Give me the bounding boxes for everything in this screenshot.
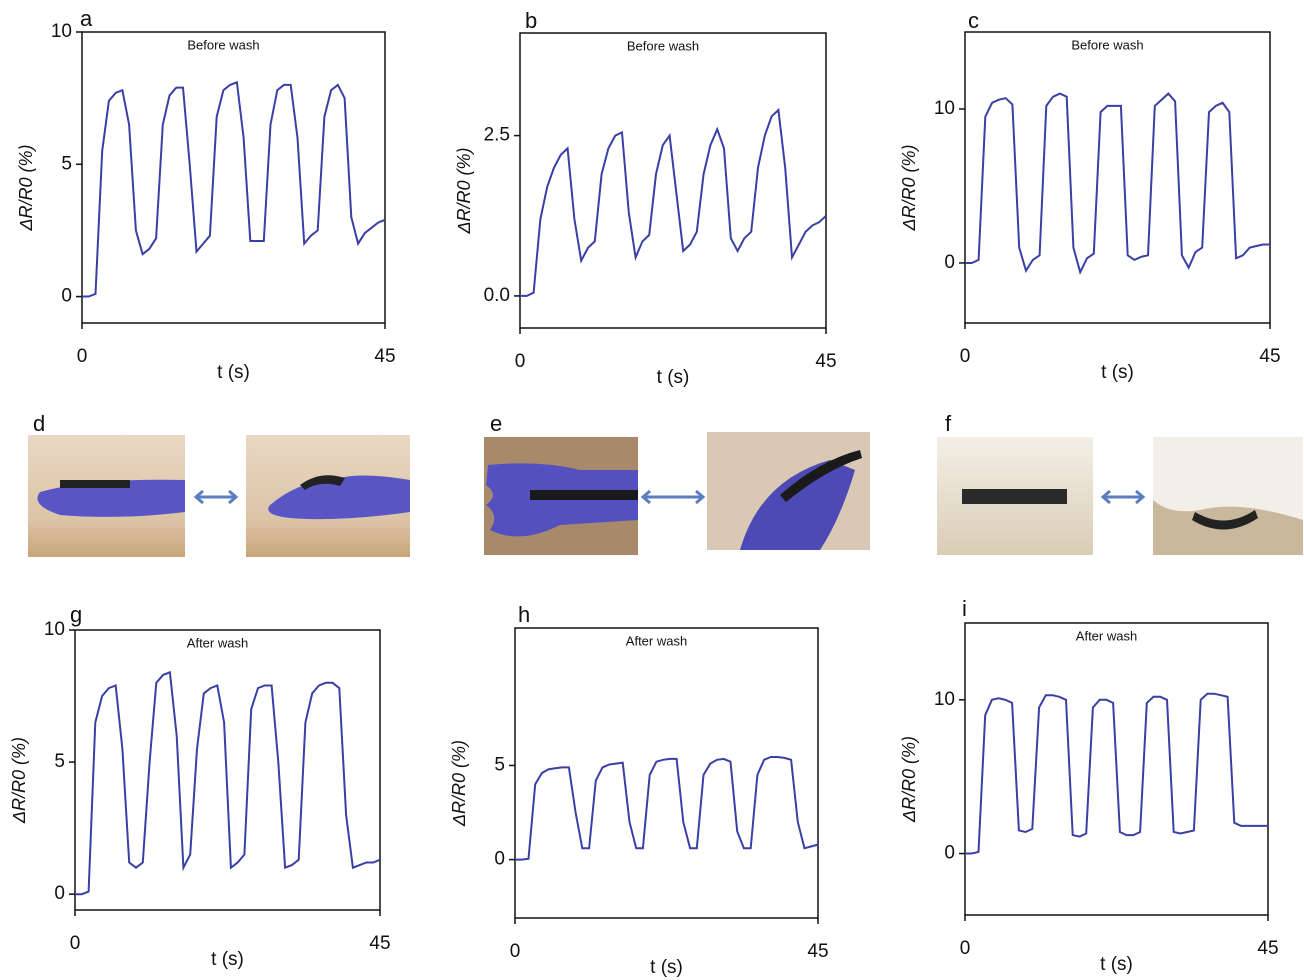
plot-frame [75,630,380,910]
panel-letter: b [525,8,537,33]
photo-e [484,432,870,555]
panel-letter: c [968,8,979,33]
plot-frame [82,32,385,323]
y-axis-label: ΔR/R0 (%) [899,144,919,231]
y-tick-label: 5 [54,751,65,772]
figure: a Before wash 0 5 10 0 45 t (s) ΔR/R0 (%) b Before… [0,0,1304,980]
data-line [965,94,1270,273]
x-tick-label: 45 [815,351,836,372]
y-tick-label: 10 [934,689,955,710]
chart-title: After wash [187,635,248,650]
x-axis-label: t (s) [1101,362,1134,383]
y-tick-label: 10 [44,619,65,640]
x-axis-label: t (s) [217,362,250,383]
chart-title: Before wash [1071,37,1143,52]
x-tick-label: 0 [70,933,81,954]
y-tick-label: 0 [944,252,955,273]
x-tick-label: 45 [374,346,395,367]
panel-letter: f [945,411,952,436]
panel-letter: h [518,602,530,627]
y-tick-label: 0 [54,883,65,904]
plot-frame [520,33,826,328]
plot-frame [515,628,818,918]
y-tick-label: 10 [934,98,955,119]
y-tick-label: 0 [61,286,72,307]
panel-letter: a [80,6,93,31]
panel-letter: g [70,602,82,627]
x-tick-label: 45 [1257,938,1278,959]
y-axis-label: ΔR/R0 (%) [899,736,919,823]
y-tick-label: 2.5 [484,125,510,146]
chart-title: Before wash [627,38,699,53]
y-tick-label: 10 [51,21,72,42]
y-tick-label: 0 [944,843,955,864]
x-tick-label: 0 [510,941,521,962]
y-tick-label: 0.0 [484,285,510,306]
data-line [965,694,1268,854]
data-line [82,82,385,296]
data-line [515,757,818,860]
y-axis-label: ΔR/R0 (%) [449,740,469,827]
x-axis-label: t (s) [211,949,244,970]
x-tick-label: 45 [807,941,828,962]
y-axis-label: ΔR/R0 (%) [454,147,474,234]
x-axis-label: t (s) [650,957,683,978]
x-tick-label: 45 [369,933,390,954]
panel-letter: i [962,596,967,621]
x-tick-label: 0 [515,351,526,372]
x-axis-label: t (s) [657,367,690,388]
plot-frame [965,32,1270,323]
x-tick-label: 0 [960,938,971,959]
y-tick-label: 5 [494,754,505,775]
panel-letter: e [490,411,502,436]
chart-title: Before wash [187,37,259,52]
chart-title: After wash [626,633,687,648]
y-axis-label: ΔR/R0 (%) [9,737,29,824]
y-axis-label: ΔR/R0 (%) [16,144,36,231]
data-line [520,110,826,296]
data-line [75,672,380,894]
x-axis-label: t (s) [1100,954,1133,975]
chart-title: After wash [1076,628,1137,643]
y-tick-label: 5 [61,153,72,174]
photo-d [28,435,410,557]
x-tick-label: 45 [1259,346,1280,367]
y-tick-label: 0 [494,849,505,870]
panel-letter: d [33,411,45,436]
photo-f [937,437,1303,555]
x-tick-label: 0 [960,346,971,367]
x-tick-label: 0 [77,346,88,367]
